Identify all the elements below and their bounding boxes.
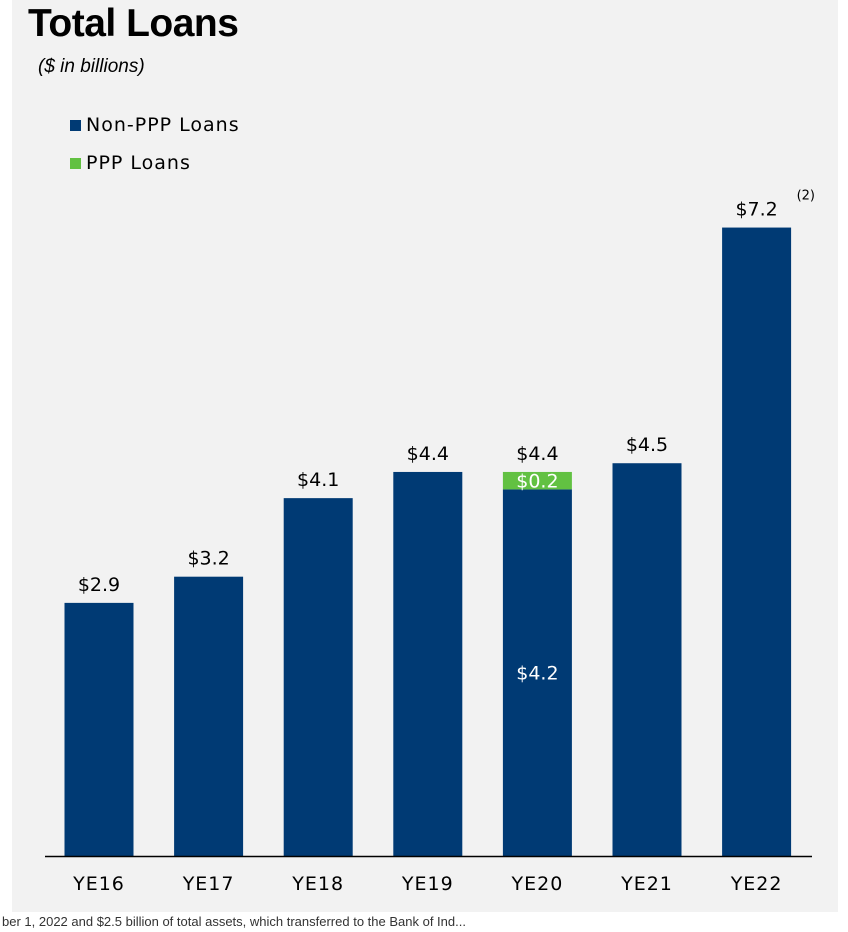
bar-ye20-ppp-loans: [502, 471, 572, 490]
chart-subtitle: ($ in billions): [38, 56, 145, 77]
footnote-marker-ye22: (2): [797, 189, 815, 204]
x-tick-label-ye19: YE19: [401, 873, 454, 895]
legend-swatch-ppp: [70, 157, 81, 169]
x-tick-label-ye17: YE17: [182, 873, 235, 895]
legend-item-ppp: PPP Loans: [70, 152, 191, 174]
legend-label-non-ppp: Non-PPP Loans: [86, 114, 240, 136]
x-tick-label-ye21: YE21: [620, 873, 673, 895]
x-tick-label-ye16: YE16: [72, 873, 125, 895]
value-label-ye16: $2.9: [78, 574, 120, 596]
value-label-ye22: $7.2: [735, 199, 777, 221]
bar-ye19-non-ppp-loans: [393, 471, 463, 856]
segment-label-ye20-non-ppp-loans: $4.2: [516, 663, 558, 685]
value-label-ye20: $4.4: [516, 443, 558, 465]
bar-ye22-non-ppp-loans: [722, 227, 792, 857]
bar-ye16-non-ppp-loans: [64, 602, 134, 856]
footnote: ber 1, 2022 and $2.5 billion of total as…: [2, 914, 466, 929]
value-label-ye17: $3.2: [187, 548, 229, 570]
bar-ye17-non-ppp-loans: [174, 576, 244, 856]
legend-item-non-ppp: Non-PPP Loans: [70, 114, 240, 136]
x-tick-label-ye18: YE18: [291, 873, 344, 895]
legend-label-ppp: PPP Loans: [86, 152, 191, 174]
bar-chart: $2.9 YE16 $3.2 YE17 $4.1 YE18 $4.4 YE19 $4.2 $0.2…: [45, 189, 815, 895]
x-tick-label-ye20: YE20: [511, 873, 564, 895]
bar-ye18-non-ppp-loans: [283, 498, 353, 856]
value-label-ye19: $4.4: [407, 443, 449, 465]
bar-ye21-non-ppp-loans: [612, 463, 682, 856]
value-label-ye18: $4.1: [297, 469, 339, 491]
value-label-ye21: $4.5: [626, 434, 668, 456]
legend-swatch-non-ppp: [70, 119, 81, 131]
bar-ye20-non-ppp-loans: [502, 489, 572, 856]
x-tick-label-ye22: YE22: [730, 873, 783, 895]
chart-title: Total Loans: [28, 2, 239, 45]
segment-label-ye20-ppp-loans: $0.2: [516, 471, 558, 493]
